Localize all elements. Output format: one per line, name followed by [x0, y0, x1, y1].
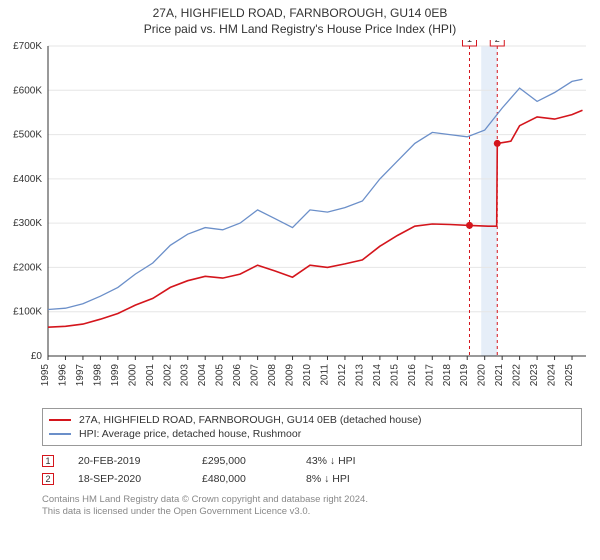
svg-text:2019: 2019 — [459, 364, 470, 387]
sale-date: 20-FEB-2019 — [78, 455, 178, 467]
svg-text:2018: 2018 — [442, 364, 453, 387]
svg-text:£100K: £100K — [13, 307, 42, 318]
legend-row: 27A, HIGHFIELD ROAD, FARNBOROUGH, GU14 0… — [49, 413, 575, 427]
sale-price: £295,000 — [202, 455, 282, 467]
svg-text:2004: 2004 — [197, 364, 208, 387]
svg-text:2023: 2023 — [529, 364, 540, 387]
svg-text:2: 2 — [495, 40, 500, 44]
svg-text:1995: 1995 — [40, 364, 51, 387]
svg-text:2002: 2002 — [162, 364, 173, 387]
sales-table: 1 20-FEB-2019 £295,000 43% ↓ HPI 2 18-SEP-202… — [42, 452, 582, 488]
sale-delta: 43% ↓ HPI — [306, 455, 356, 467]
svg-text:2000: 2000 — [127, 364, 138, 387]
svg-text:2003: 2003 — [180, 364, 191, 387]
svg-text:2010: 2010 — [302, 364, 313, 387]
svg-text:£0: £0 — [31, 351, 43, 362]
svg-text:£600K: £600K — [13, 85, 42, 96]
svg-text:1999: 1999 — [110, 364, 121, 387]
legend-swatch — [49, 419, 71, 421]
sale-row: 2 18-SEP-2020 £480,000 8% ↓ HPI — [42, 470, 582, 488]
svg-text:2025: 2025 — [564, 364, 575, 387]
svg-text:2001: 2001 — [145, 364, 156, 387]
svg-text:£400K: £400K — [13, 174, 42, 185]
svg-text:2012: 2012 — [337, 364, 348, 387]
svg-text:2015: 2015 — [389, 364, 400, 387]
svg-text:2007: 2007 — [250, 364, 261, 387]
svg-text:£500K: £500K — [13, 130, 42, 141]
svg-text:2009: 2009 — [285, 364, 296, 387]
legend: 27A, HIGHFIELD ROAD, FARNBOROUGH, GU14 0… — [42, 408, 582, 446]
svg-text:£300K: £300K — [13, 218, 42, 229]
property-price-chart: 27A, HIGHFIELD ROAD, FARNBOROUGH, GU14 0… — [0, 0, 600, 519]
svg-text:2006: 2006 — [232, 364, 243, 387]
svg-text:2005: 2005 — [215, 364, 226, 387]
svg-text:1997: 1997 — [75, 364, 86, 387]
chart-title: 27A, HIGHFIELD ROAD, FARNBOROUGH, GU14 0… — [0, 6, 600, 20]
sale-date: 18-SEP-2020 — [78, 473, 178, 485]
plot-area: £0 £100K £200K £300K £400K £500K £600K £700K 199… — [0, 40, 600, 400]
chart-titles: 27A, HIGHFIELD ROAD, FARNBOROUGH, GU14 0… — [0, 0, 600, 40]
sale-marker-box: 2 — [42, 473, 54, 485]
footnote-line-1: Contains HM Land Registry data © Crown c… — [42, 494, 582, 506]
svg-text:2022: 2022 — [512, 364, 523, 387]
sale-marker-box: 1 — [42, 455, 54, 467]
sale-price: £480,000 — [202, 473, 282, 485]
footnote: Contains HM Land Registry data © Crown c… — [42, 494, 582, 519]
svg-text:2011: 2011 — [319, 364, 330, 386]
svg-text:2024: 2024 — [547, 364, 558, 387]
svg-text:£700K: £700K — [13, 41, 42, 52]
svg-text:2016: 2016 — [407, 364, 418, 387]
svg-text:£200K: £200K — [13, 262, 42, 273]
sale-delta: 8% ↓ HPI — [306, 473, 350, 485]
svg-text:2008: 2008 — [267, 364, 278, 387]
legend-row: HPI: Average price, detached house, Rush… — [49, 427, 575, 441]
legend-label: HPI: Average price, detached house, Rush… — [79, 428, 301, 440]
svg-text:1996: 1996 — [57, 364, 68, 387]
svg-text:2020: 2020 — [477, 364, 488, 387]
svg-text:2017: 2017 — [424, 364, 435, 387]
svg-text:2014: 2014 — [372, 364, 383, 387]
svg-text:2021: 2021 — [494, 364, 505, 387]
legend-label: 27A, HIGHFIELD ROAD, FARNBOROUGH, GU14 0… — [79, 414, 422, 426]
footnote-line-2: This data is licensed under the Open Gov… — [42, 506, 582, 518]
plot-svg: £0 £100K £200K £300K £400K £500K £600K £700K 199… — [0, 40, 600, 400]
legend-swatch — [49, 433, 71, 435]
svg-text:2013: 2013 — [354, 364, 365, 387]
sale-row: 1 20-FEB-2019 £295,000 43% ↓ HPI — [42, 452, 582, 470]
chart-subtitle: Price paid vs. HM Land Registry's House … — [0, 22, 600, 36]
svg-text:1998: 1998 — [92, 364, 103, 387]
svg-text:1: 1 — [467, 40, 472, 44]
